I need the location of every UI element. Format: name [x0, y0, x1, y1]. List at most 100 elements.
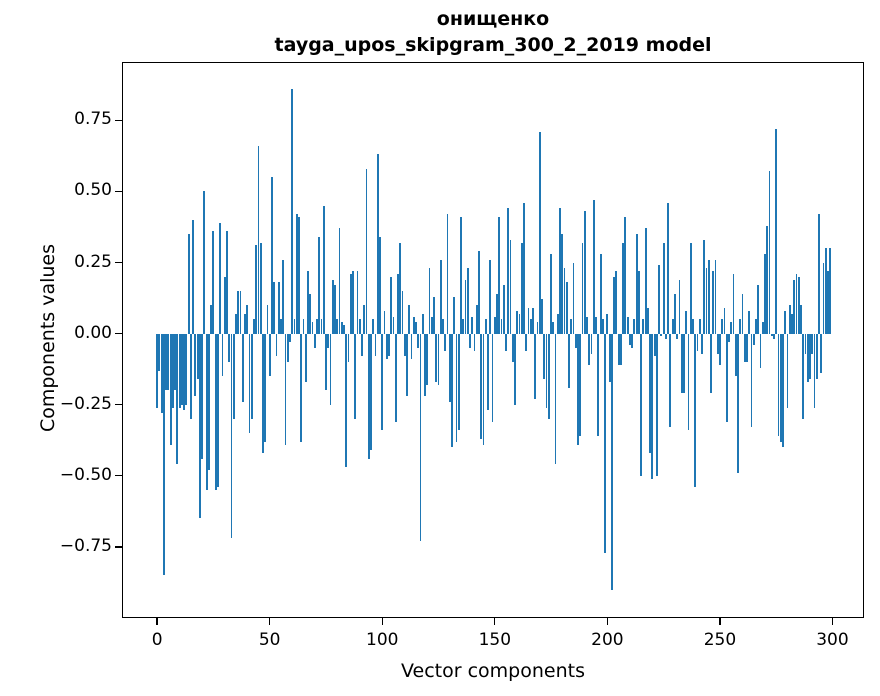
- bar: [572, 262, 575, 334]
- bar: [165, 333, 168, 391]
- bar: [777, 333, 780, 436]
- bar: [198, 333, 201, 519]
- bar: [678, 279, 681, 334]
- bar: [750, 333, 753, 428]
- bar: [550, 253, 552, 334]
- bar: [277, 282, 280, 334]
- bar: [556, 313, 559, 334]
- bar: [698, 319, 701, 334]
- bar: [628, 333, 631, 345]
- bar: [453, 296, 456, 334]
- bar: [349, 273, 352, 334]
- bar: [219, 222, 222, 334]
- bar: [185, 333, 188, 405]
- bar: [428, 268, 431, 334]
- bar: [734, 333, 737, 377]
- bar: [358, 319, 361, 334]
- bar: [397, 273, 399, 334]
- bar: [759, 333, 762, 368]
- bar: [574, 333, 577, 348]
- bar: [437, 333, 440, 385]
- bar: [545, 333, 548, 408]
- bar: [723, 308, 726, 334]
- bar: [655, 333, 658, 476]
- bar: [667, 202, 670, 334]
- bar: [595, 316, 597, 334]
- bar: [241, 333, 244, 402]
- bar: [586, 316, 588, 334]
- bar: [327, 333, 330, 348]
- x-tick-label: 50: [258, 630, 281, 650]
- bar: [340, 322, 343, 334]
- x-tick-mark: [719, 618, 721, 625]
- bar: [176, 333, 179, 465]
- bar: [802, 333, 805, 419]
- bar: [469, 333, 471, 348]
- bar: [588, 333, 591, 365]
- x-tick-label: 250: [703, 630, 737, 650]
- bar: [201, 333, 204, 459]
- bar: [262, 333, 264, 454]
- bar: [631, 333, 634, 348]
- bar: [500, 319, 503, 334]
- bar: [752, 333, 755, 345]
- bar: [464, 279, 467, 334]
- bar: [248, 333, 251, 434]
- bar: [484, 319, 487, 334]
- bar: [502, 285, 505, 334]
- bar: [804, 333, 807, 354]
- bar: [536, 322, 539, 334]
- bar: [174, 333, 177, 391]
- bar: [320, 319, 323, 334]
- bar: [316, 319, 318, 334]
- bar: [442, 319, 444, 334]
- bar: [169, 333, 172, 445]
- bar: [329, 333, 332, 405]
- bar: [653, 333, 656, 357]
- bar: [768, 171, 771, 334]
- bar: [381, 333, 384, 431]
- bar: [293, 319, 296, 334]
- bar: [282, 259, 285, 334]
- y-tick-mark: [115, 261, 122, 264]
- y-tick-mark: [115, 119, 122, 121]
- bar: [180, 333, 183, 405]
- bar: [779, 333, 782, 442]
- bar: [527, 308, 530, 334]
- bar: [773, 333, 775, 340]
- bar: [534, 333, 537, 399]
- bar: [417, 333, 420, 348]
- bar: [716, 333, 719, 354]
- bar: [507, 208, 510, 334]
- bar: [800, 305, 802, 334]
- bar: [284, 333, 287, 445]
- bar: [448, 333, 451, 402]
- bar: [482, 333, 485, 445]
- bar: [171, 333, 174, 408]
- bar: [446, 214, 449, 334]
- bar: [253, 319, 255, 334]
- bar: [590, 333, 593, 354]
- bar: [822, 262, 825, 334]
- bar: [523, 202, 525, 334]
- bar: [471, 316, 474, 334]
- bar: [624, 216, 627, 334]
- bar: [478, 251, 480, 334]
- bar: [228, 333, 231, 363]
- chart-title-word: онищенко: [436, 8, 550, 30]
- bar: [266, 305, 269, 334]
- bar: [480, 333, 483, 439]
- chart-title-model: tayga_upos_skipgram_300_2_2019 model: [274, 34, 712, 56]
- bar: [662, 242, 665, 334]
- bar: [367, 333, 370, 459]
- bar: [757, 285, 760, 334]
- bar: [298, 216, 300, 334]
- bar: [786, 333, 789, 408]
- bar: [356, 271, 359, 334]
- bar: [741, 293, 744, 334]
- y-tick-label: 0.00: [74, 322, 112, 343]
- bar: [737, 333, 739, 473]
- bar: [732, 273, 735, 334]
- bar: [473, 333, 476, 351]
- bar: [619, 333, 622, 365]
